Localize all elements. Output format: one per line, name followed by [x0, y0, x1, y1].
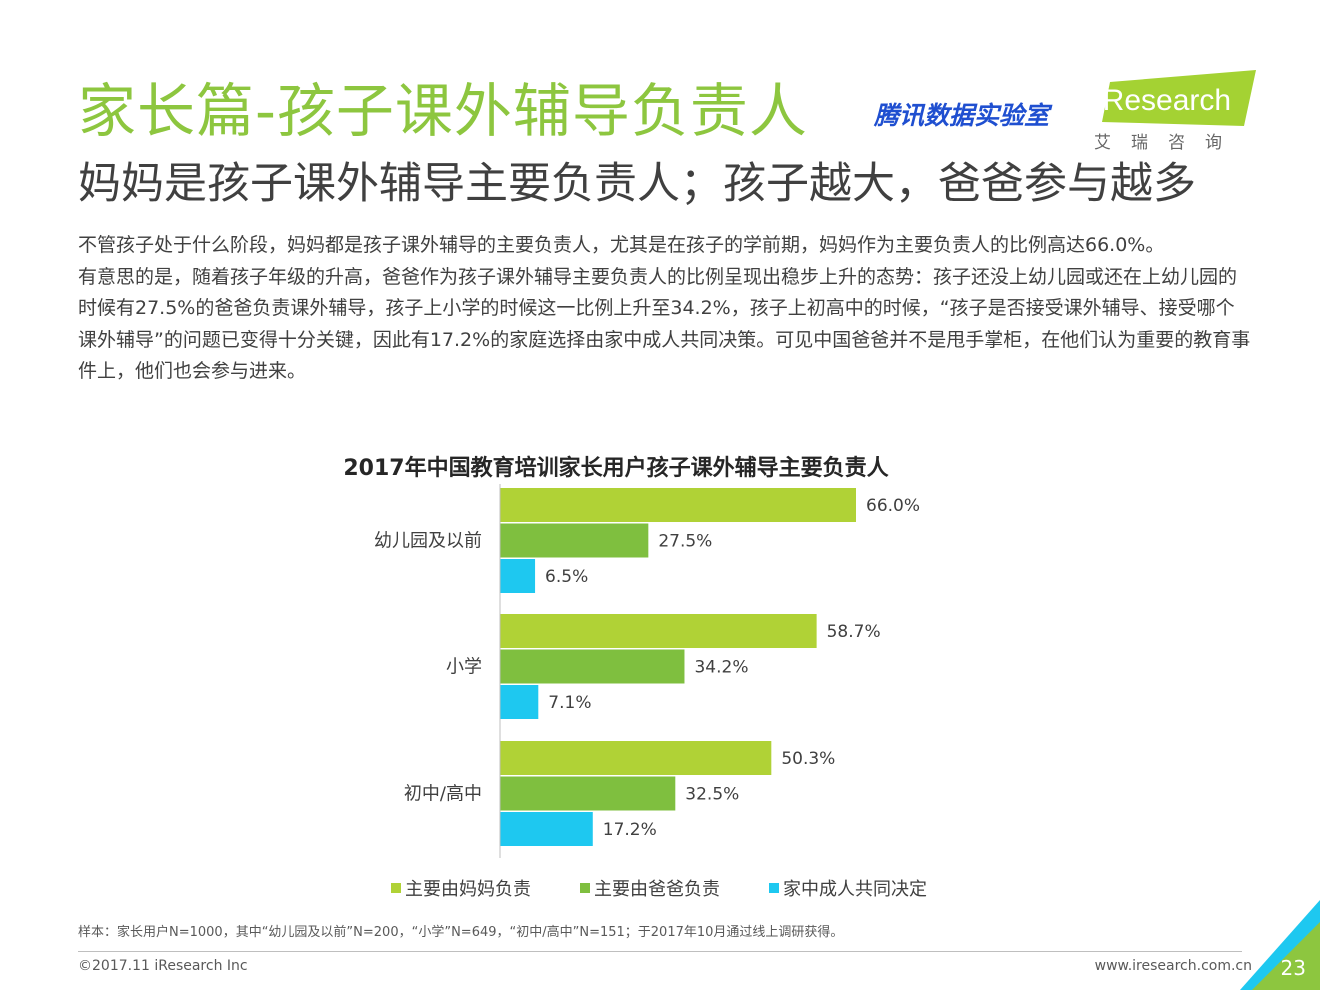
body-text: 不管孩子处于什么阶段，妈妈都是孩子课外辅导的主要负责人，尤其是在孩子的学前期，妈…: [78, 230, 1253, 388]
iresearch-logo: iResearch: [1096, 70, 1256, 126]
data-label-2-1: 27.5%: [658, 532, 712, 552]
legend-label-3: 家中成人共同决定: [783, 879, 927, 900]
website-link[interactable]: www.iresearch.com.cn: [1094, 958, 1252, 974]
category-label-3: 初中/高中: [404, 784, 482, 805]
data-label-1-2: 58.7%: [827, 622, 881, 642]
bar-2-3: [500, 776, 676, 811]
bar-1-1: [500, 488, 856, 522]
bar-3-3: [500, 812, 593, 846]
legend-swatch-3: [769, 883, 779, 893]
legend-label-1: 主要由妈妈负责: [405, 879, 531, 900]
partner-brand-logo: 腾讯数据实验室: [874, 101, 1050, 130]
iresearch-logo-text: iResearch: [1096, 84, 1231, 117]
sample-footnote: 样本：家长用户N=1000，其中“幼儿园及以前”N=200，“小学”N=649，…: [78, 925, 844, 940]
page-number: 23: [1280, 956, 1306, 980]
bar-2-2: [500, 649, 685, 684]
category-label-2: 小学: [446, 657, 482, 678]
bar-chart: 2017年中国教育培训家长用户孩子课外辅导主要负责人 66.0% 27.5% 6.5%…: [343, 455, 927, 900]
data-label-2-3: 32.5%: [685, 785, 739, 805]
iresearch-logo-subtitle: 艾瑞咨询: [1094, 133, 1242, 153]
chart-title: 2017年中国教育培训家长用户孩子课外辅导主要负责人: [343, 455, 888, 481]
data-label-1-3: 50.3%: [781, 749, 835, 769]
data-label-3-2: 7.1%: [548, 693, 591, 713]
data-label-3-3: 17.2%: [603, 820, 657, 840]
data-label-3-1: 6.5%: [545, 567, 588, 587]
body-paragraph-1: 不管孩子处于什么阶段，妈妈都是孩子课外辅导的主要负责人，尤其是在孩子的学前期，妈…: [78, 234, 1165, 256]
page-subtitle: 妈妈是孩子课外辅导主要负责人；孩子越大，爸爸参与越多: [78, 159, 1196, 209]
bar-1-2: [500, 614, 817, 648]
legend-label-2: 主要由爸爸负责: [594, 879, 720, 900]
bar-3-1: [500, 559, 536, 593]
page-title: 家长篇-孩子课外辅导负责人: [78, 77, 808, 145]
legend-swatch-2: [580, 883, 590, 893]
bar-3-2: [500, 685, 539, 719]
data-label-2-2: 34.2%: [694, 658, 748, 678]
bar-2-1: [500, 523, 649, 558]
body-paragraph-2: 有意思的是，随着孩子年级的升高，爸爸作为孩子课外辅导主要负责人的比例呈现出稳步上…: [78, 265, 1251, 383]
footer-divider: [78, 951, 1242, 952]
copyright: ©2017.11 iResearch Inc: [78, 958, 248, 974]
category-label-1: 幼儿园及以前: [374, 531, 482, 552]
corner-decoration: [1240, 900, 1320, 990]
bar-1-3: [500, 741, 772, 775]
data-label-1-1: 66.0%: [866, 496, 920, 516]
legend-swatch-1: [391, 883, 401, 893]
